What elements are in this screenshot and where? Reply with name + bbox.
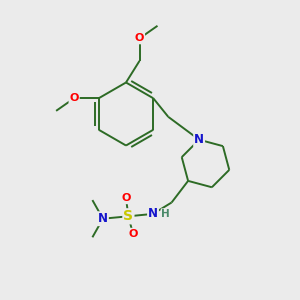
Text: O: O — [135, 33, 144, 43]
Text: N: N — [148, 207, 158, 220]
Text: N: N — [98, 212, 108, 225]
Text: O: O — [121, 193, 131, 203]
Text: H: H — [161, 209, 170, 219]
Text: S: S — [123, 209, 134, 223]
Text: N: N — [194, 133, 204, 146]
Text: O: O — [128, 229, 138, 239]
Text: O: O — [69, 93, 79, 103]
